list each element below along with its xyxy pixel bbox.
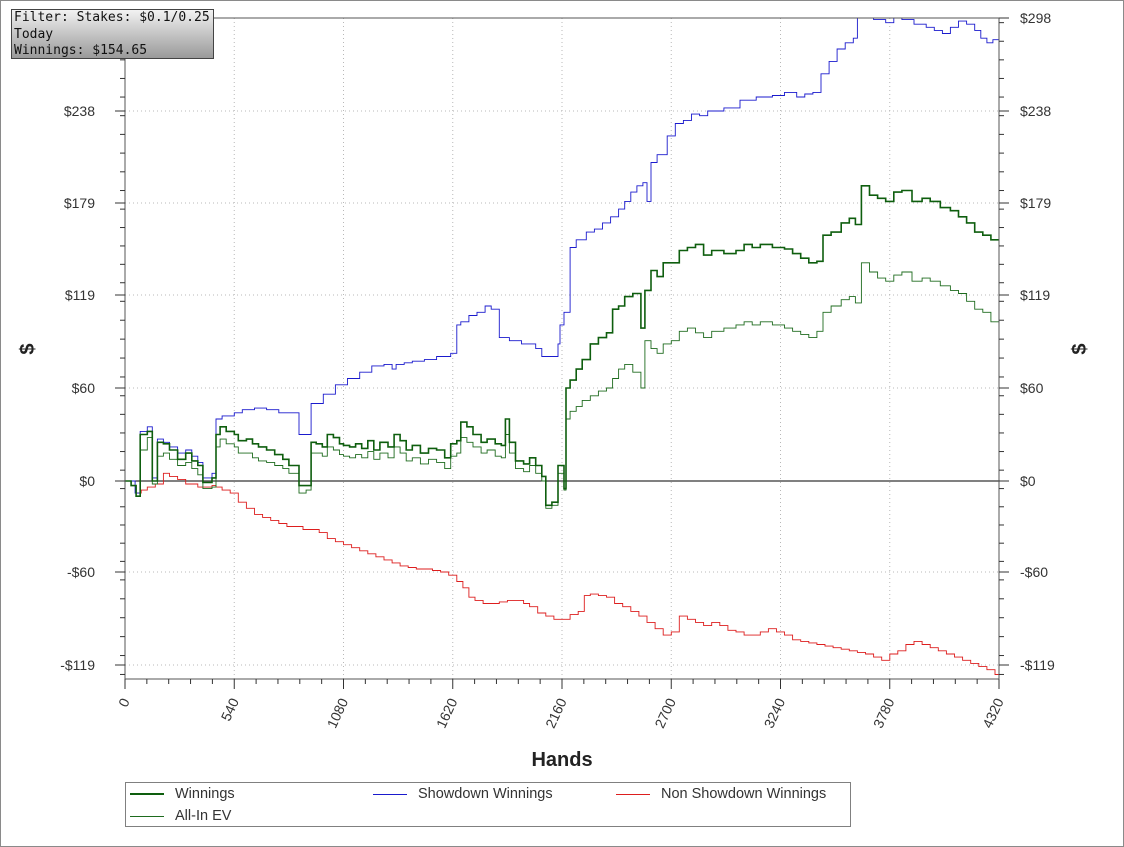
y-tick-label-left: $0	[79, 473, 95, 489]
x-tick-label: 2160	[542, 695, 570, 730]
legend-item-showdown: Showdown Winnings	[373, 784, 553, 804]
y-tick-label-left: $119	[65, 287, 95, 303]
series-line-showdown-winnings	[125, 18, 999, 494]
legend-swatch-showdown	[373, 793, 407, 795]
filter-stakes-text: Filter: Stakes: $0.1/0.25 NL	[14, 10, 214, 25]
chart-legend: Winnings Showdown Winnings Non Showdown …	[125, 782, 851, 827]
legend-item-allin-ev: All-In EV	[130, 806, 231, 826]
y-tick-label-right: $298	[1020, 10, 1051, 26]
legend-item-non-showdown: Non Showdown Winnings	[616, 784, 826, 804]
axis-tick-labels: 0 540 1080 1620 2160 2700 3240 3780 4320 -$119 -$1…	[60, 10, 1055, 731]
x-tick-label: 1080	[324, 695, 352, 730]
y-axis-title-left: $	[17, 343, 39, 354]
x-tick-label: 3240	[761, 695, 789, 730]
y-tick-label-left: $179	[64, 195, 95, 211]
legend-label-non-showdown: Non Showdown Winnings	[661, 786, 827, 802]
y-tick-label-left: -$119	[60, 657, 95, 673]
legend-swatch-non-showdown	[616, 793, 650, 795]
y-tick-label-left: $60	[72, 380, 96, 396]
x-tick-label: 3780	[870, 695, 898, 730]
x-tick-label: 1620	[433, 695, 461, 730]
series-line-all-in-ev	[125, 262, 999, 509]
y-tick-label-left: $238	[64, 103, 95, 119]
y-tick-label-right: $60	[1020, 380, 1044, 396]
y-tick-label-left: -$60	[67, 564, 95, 580]
y-tick-label-right: $119	[1020, 287, 1050, 303]
legend-label-allin-ev: All-In EV	[175, 808, 232, 824]
y-tick-label-right: $238	[1020, 103, 1051, 119]
legend-label-showdown: Showdown Winnings	[418, 786, 553, 802]
y-tick-label-right: -$60	[1020, 564, 1048, 580]
filter-info-box: Filter: Stakes: $0.1/0.25 NL Today Winni…	[11, 9, 214, 59]
x-tick-label: 4320	[979, 695, 1007, 730]
series-line-non-showdown-winnings	[125, 472, 999, 676]
legend-label-winnings: Winnings	[175, 786, 235, 802]
x-axis-title: Hands	[531, 749, 592, 771]
x-tick-label: 0	[115, 695, 133, 709]
series-line-winnings	[125, 185, 999, 507]
filter-winnings-text: Winnings: $154.65	[14, 43, 148, 58]
y-tick-label-right: -$119	[1020, 657, 1055, 673]
plot-area-border	[124, 17, 1000, 680]
x-tick-label: 2700	[651, 695, 679, 730]
legend-swatch-allin-ev	[130, 815, 164, 817]
x-tick-label: 540	[218, 695, 242, 723]
y-axis-title-right: $	[1069, 343, 1091, 354]
y-tick-label-right: $179	[1020, 195, 1051, 211]
legend-item-winnings: Winnings	[130, 784, 235, 804]
legend-swatch-winnings	[130, 793, 164, 795]
y-tick-label-right: $0	[1020, 473, 1036, 489]
series-lines	[125, 18, 999, 676]
grid-lines	[125, 18, 999, 679]
filter-date-text: Today	[14, 26, 54, 42]
